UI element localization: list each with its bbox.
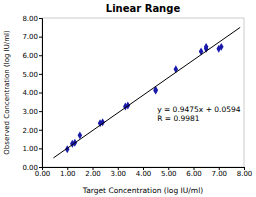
- tick: 5.00: [161, 167, 177, 178]
- tick-mark: [39, 74, 42, 75]
- tick-label: 7.00: [211, 170, 227, 178]
- tick: 7.00: [22, 33, 42, 41]
- tick-mark: [39, 148, 42, 149]
- x-axis: 0.001.002.003.004.005.006.007.008.00: [35, 167, 253, 178]
- tick: 5.00: [22, 71, 42, 79]
- plot: 0.001.002.003.004.005.006.007.008.000.00…: [22, 15, 252, 178]
- annotation: y = 0.9475x + 0.0594R = 0.9981: [157, 105, 241, 123]
- tick-mark: [39, 130, 42, 131]
- regression-line: [53, 27, 240, 158]
- tick-label: 5.00: [22, 71, 38, 79]
- annotation-line: R = 0.9981: [157, 114, 200, 123]
- tick-mark: [39, 111, 42, 112]
- tick-label: 8.00: [237, 170, 253, 178]
- y-axis: 0.00 1.00 2.00 3.00 4.00 5.00 6.00 7.00 8.00: [22, 15, 42, 172]
- tick-label: 3.00: [110, 170, 126, 178]
- title: Linear Range: [106, 3, 181, 14]
- tick: 4.00: [22, 89, 42, 97]
- x-axis-title: Target Concentration (log IU/ml): [82, 186, 203, 195]
- tick-label: 4.00: [22, 89, 38, 97]
- tick-mark: [39, 55, 42, 56]
- tick-label: 0.00: [22, 164, 38, 172]
- chart: 0.001.002.003.004.005.006.007.008.000.00…: [0, 0, 256, 197]
- axis-line: [39, 19, 43, 168]
- tick-label: 7.00: [22, 33, 38, 41]
- tick-label: 6.00: [186, 170, 202, 178]
- tick-label: 6.00: [22, 52, 38, 60]
- tick-label: 8.00: [22, 15, 38, 23]
- tick: 2.00: [85, 167, 101, 178]
- tick-label: 5.00: [161, 170, 177, 178]
- tick: 3.00: [110, 167, 126, 178]
- tick: 0.00: [22, 164, 42, 172]
- tick-mark: [39, 93, 42, 94]
- point: [219, 43, 224, 51]
- tick-mark: [39, 18, 42, 19]
- tick: 8.00: [22, 15, 42, 23]
- y-axis-title: Observed Concentration (log IU/ml): [3, 30, 11, 155]
- plot-frame: [42, 18, 244, 167]
- tick: 6.00: [22, 52, 42, 60]
- tick: 1.00: [22, 145, 42, 153]
- tick-label: 3.00: [22, 108, 38, 116]
- tick: 8.00: [237, 167, 253, 178]
- tick-mark: [39, 37, 42, 38]
- tick-label: 1.00: [22, 145, 38, 153]
- annotation-line: y = 0.9475x + 0.0594: [157, 105, 241, 114]
- marks: [53, 27, 240, 158]
- tick: 6.00: [186, 167, 202, 178]
- tick: 1.00: [60, 167, 76, 178]
- tick: 7.00: [211, 167, 227, 178]
- tick-mark: [39, 167, 42, 168]
- tick: 3.00: [22, 108, 42, 116]
- tick-label: 2.00: [22, 126, 38, 134]
- tick-label: 4.00: [136, 170, 152, 178]
- tick: 4.00: [136, 167, 152, 178]
- tick-label: 2.00: [85, 170, 101, 178]
- tick: 2.00: [22, 126, 42, 134]
- tick-label: 1.00: [60, 170, 76, 178]
